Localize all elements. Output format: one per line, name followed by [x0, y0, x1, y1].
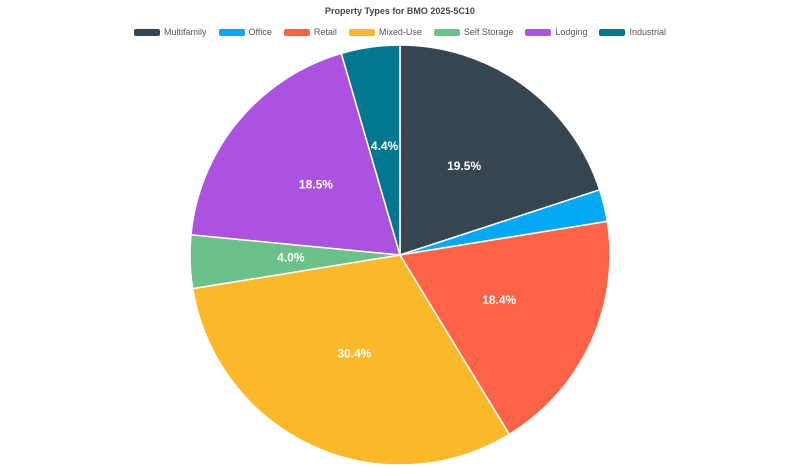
legend-label: Self Storage — [463, 27, 514, 37]
legend-item-mixed-use[interactable]: Mixed-Use — [348, 27, 422, 37]
pie-slice-lodging[interactable] — [190, 52, 402, 256]
slice-label-mixed-use: 30.4% — [337, 346, 371, 360]
pie-slice-retail[interactable] — [398, 220, 611, 436]
legend-item-industrial[interactable]: Industrial — [599, 27, 666, 37]
chart-title: Property Types for BMO 2025-5C10 — [325, 6, 475, 16]
legend-label: Office — [248, 27, 272, 37]
pie-slice-industrial[interactable] — [340, 44, 401, 256]
legend-label: Lodging — [555, 27, 588, 37]
legend-item-lodging[interactable]: Lodging — [525, 27, 587, 37]
slice-label-industrial: 4.4% — [371, 139, 399, 153]
legend-swatch — [599, 28, 626, 36]
legend-item-self-storage[interactable]: Self Storage — [433, 27, 514, 37]
legend-item-office[interactable]: Office — [218, 27, 272, 37]
legend-swatch — [218, 28, 245, 36]
legend-label: Multifamily — [164, 27, 207, 37]
legend-item-multifamily[interactable]: Multifamily — [134, 27, 207, 37]
chart-legend: Multifamily Office Retail Mixed-Use Self Sto… — [0, 27, 800, 37]
legend-item-retail[interactable]: Retail — [283, 27, 337, 37]
legend-label: Industrial — [629, 27, 666, 37]
slice-label-lodging: 18.5% — [299, 177, 333, 191]
legend-swatch — [134, 28, 160, 36]
slice-label-multifamily: 19.5% — [447, 159, 481, 173]
legend-label: Retail — [313, 27, 337, 37]
legend-swatch — [525, 28, 552, 36]
slice-label-self-storage: 4.0% — [277, 251, 305, 265]
legend-swatch — [433, 28, 460, 36]
legend-swatch — [348, 28, 375, 36]
legend-swatch — [283, 28, 310, 36]
pie-slice-multifamily[interactable] — [399, 44, 601, 257]
legend-label: Mixed-Use — [378, 27, 422, 37]
pie-slice-mixed-use[interactable] — [191, 254, 511, 466]
slice-label-retail: 18.4% — [482, 293, 516, 307]
